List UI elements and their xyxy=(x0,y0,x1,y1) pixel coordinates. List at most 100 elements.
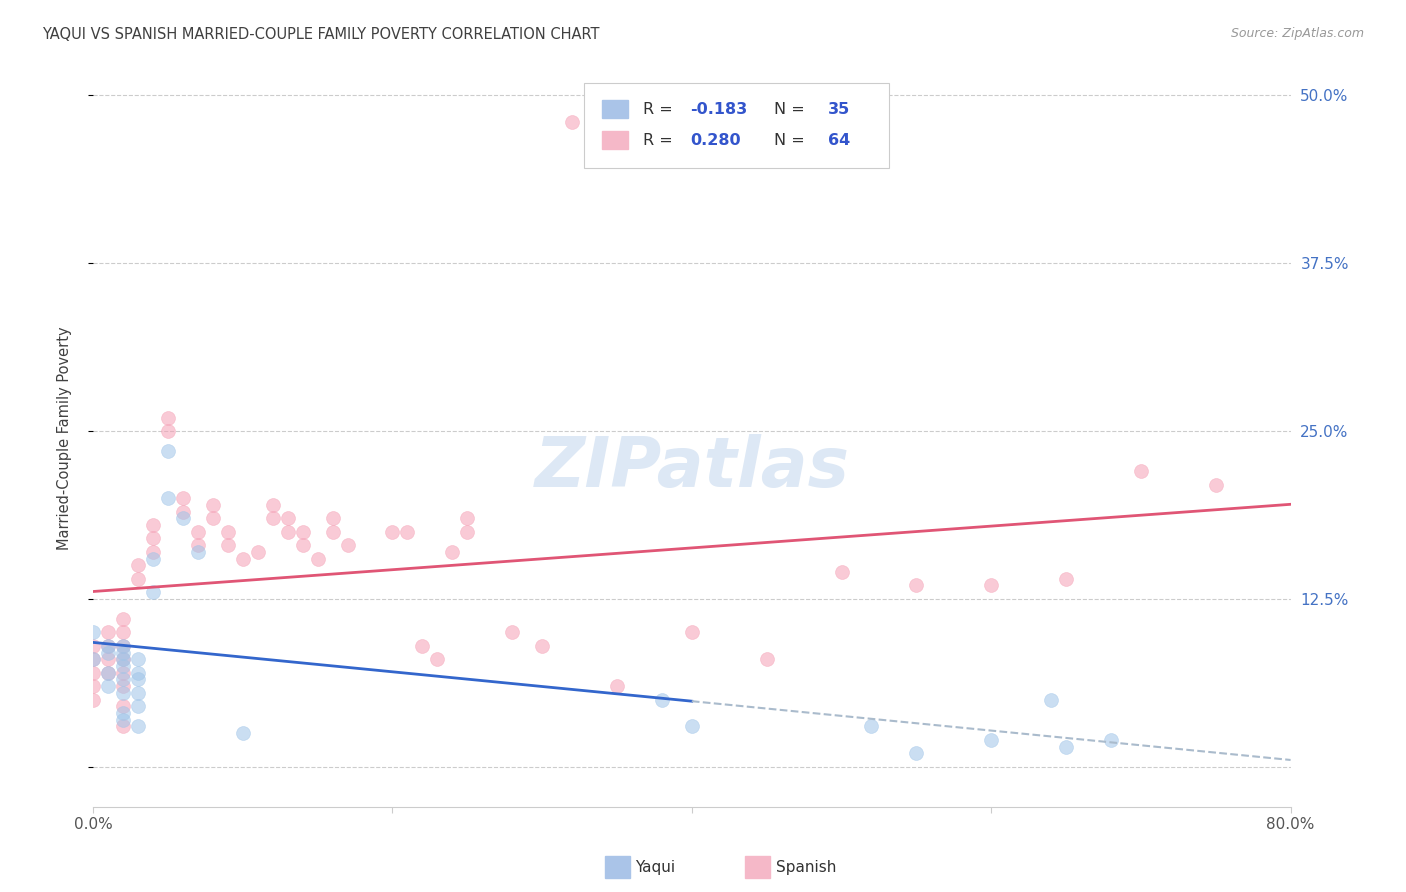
Text: -0.183: -0.183 xyxy=(690,102,748,117)
Point xyxy=(111,639,134,653)
Text: YAQUI VS SPANISH MARRIED-COUPLE FAMILY POVERTY CORRELATION CHART: YAQUI VS SPANISH MARRIED-COUPLE FAMILY P… xyxy=(42,27,600,42)
Point xyxy=(156,424,179,438)
Point xyxy=(531,639,554,653)
Point xyxy=(111,652,134,666)
Point xyxy=(201,511,224,525)
Point xyxy=(336,538,359,552)
Point xyxy=(97,646,120,660)
Text: R =: R = xyxy=(643,102,678,117)
Point xyxy=(127,699,149,714)
Point xyxy=(82,652,104,666)
Point xyxy=(291,524,314,539)
Point xyxy=(97,665,120,680)
Point xyxy=(501,625,523,640)
Point xyxy=(127,652,149,666)
Point xyxy=(111,673,134,687)
Point xyxy=(606,679,628,693)
FancyBboxPatch shape xyxy=(602,100,628,119)
Text: 0.280: 0.280 xyxy=(690,133,741,148)
Point xyxy=(262,511,284,525)
Point xyxy=(127,719,149,733)
Point xyxy=(111,699,134,714)
Point xyxy=(1054,572,1077,586)
Point xyxy=(127,558,149,573)
Point xyxy=(980,732,1002,747)
Point xyxy=(277,511,299,525)
Y-axis label: Married-Couple Family Poverty: Married-Couple Family Poverty xyxy=(58,326,72,549)
Point xyxy=(156,410,179,425)
Point xyxy=(111,706,134,720)
Point xyxy=(82,679,104,693)
Point xyxy=(142,532,165,546)
Point xyxy=(82,652,104,666)
Point xyxy=(681,625,703,640)
Point xyxy=(217,538,239,552)
Point xyxy=(111,625,134,640)
Text: N =: N = xyxy=(775,133,810,148)
Point xyxy=(142,545,165,559)
Point xyxy=(905,578,928,592)
FancyBboxPatch shape xyxy=(602,131,628,149)
Point xyxy=(262,498,284,512)
Point xyxy=(217,524,239,539)
Point xyxy=(201,498,224,512)
Point xyxy=(97,652,120,666)
Point xyxy=(97,625,120,640)
Text: Source: ZipAtlas.com: Source: ZipAtlas.com xyxy=(1230,27,1364,40)
Point xyxy=(127,665,149,680)
Point xyxy=(291,538,314,552)
Point xyxy=(97,639,120,653)
Point xyxy=(277,524,299,539)
Point xyxy=(82,692,104,706)
Point xyxy=(111,652,134,666)
Text: ZIPatlas: ZIPatlas xyxy=(534,434,849,500)
Point xyxy=(980,578,1002,592)
Text: R =: R = xyxy=(643,133,678,148)
Text: Spanish: Spanish xyxy=(776,860,837,874)
Point xyxy=(111,659,134,673)
Point xyxy=(307,551,329,566)
Point xyxy=(97,639,120,653)
Point xyxy=(187,545,209,559)
Point xyxy=(82,665,104,680)
Point xyxy=(755,652,778,666)
Point xyxy=(127,673,149,687)
Point xyxy=(111,713,134,727)
Point xyxy=(246,545,269,559)
Point xyxy=(142,585,165,599)
Point xyxy=(1054,739,1077,754)
Point xyxy=(82,639,104,653)
Point xyxy=(1205,477,1227,491)
Point xyxy=(127,572,149,586)
Point xyxy=(456,524,478,539)
Point xyxy=(156,444,179,458)
Point xyxy=(441,545,464,559)
Point xyxy=(111,646,134,660)
Point xyxy=(561,115,583,129)
Point xyxy=(232,726,254,740)
Point xyxy=(111,665,134,680)
Point xyxy=(1099,732,1122,747)
FancyBboxPatch shape xyxy=(583,83,890,169)
Point xyxy=(172,491,194,505)
Point xyxy=(142,551,165,566)
Point xyxy=(111,612,134,626)
Point xyxy=(187,538,209,552)
Text: N =: N = xyxy=(775,102,810,117)
Point xyxy=(82,625,104,640)
Point xyxy=(1129,464,1152,478)
Text: Yaqui: Yaqui xyxy=(636,860,676,874)
Text: 35: 35 xyxy=(828,102,851,117)
Point xyxy=(187,524,209,539)
Point xyxy=(172,511,194,525)
Point xyxy=(396,524,419,539)
Point xyxy=(172,505,194,519)
Point xyxy=(97,665,120,680)
Point xyxy=(381,524,404,539)
Point xyxy=(111,679,134,693)
Point xyxy=(681,719,703,733)
Point xyxy=(97,679,120,693)
Point xyxy=(411,639,433,653)
Point xyxy=(111,719,134,733)
Point xyxy=(322,524,344,539)
